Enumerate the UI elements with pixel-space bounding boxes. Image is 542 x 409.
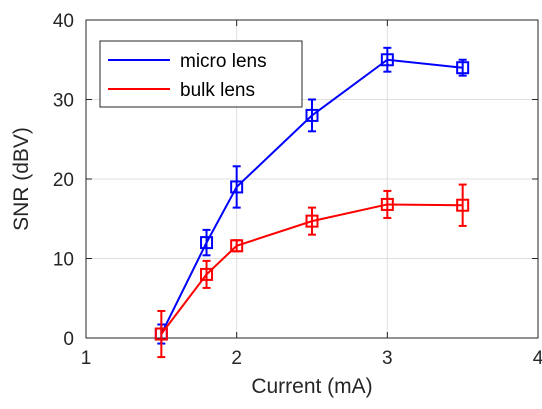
series-line-bulk-lens <box>160 203 463 335</box>
data-point-marker <box>154 327 168 341</box>
data-point-marker <box>305 214 319 228</box>
data-point-marker <box>380 197 394 211</box>
y-tick-label: 40 <box>53 11 74 32</box>
data-point-marker <box>456 61 470 75</box>
y-tick-label: 20 <box>53 170 74 191</box>
data-point-marker <box>230 239 244 253</box>
legend: micro lens bulk lens <box>99 40 303 108</box>
data-point-marker <box>305 108 319 122</box>
legend-label: micro lens <box>180 51 267 72</box>
data-point-marker <box>230 180 244 194</box>
y-tick-label: 0 <box>63 329 74 350</box>
y-tick-label: 30 <box>53 91 74 112</box>
legend-box <box>99 40 303 108</box>
data-point-marker <box>456 198 470 212</box>
x-tick-label: 3 <box>382 348 393 369</box>
legend-label: bulk lens <box>180 80 255 101</box>
data-point-marker <box>200 236 214 250</box>
series-line-micro-lens <box>160 58 463 335</box>
data-point-marker <box>200 267 214 281</box>
data-point-marker <box>380 53 394 67</box>
x-tick-label: 1 <box>81 348 92 369</box>
x-tick-label: 4 <box>533 348 542 369</box>
y-tick-label: 10 <box>53 250 74 271</box>
series-layer <box>154 46 470 359</box>
y-axis-label: SNR (dBV) <box>10 127 33 231</box>
series-bulk-lens <box>154 183 470 359</box>
x-tick-label: 2 <box>231 348 242 369</box>
x-axis-label: Current (mA) <box>251 375 372 398</box>
